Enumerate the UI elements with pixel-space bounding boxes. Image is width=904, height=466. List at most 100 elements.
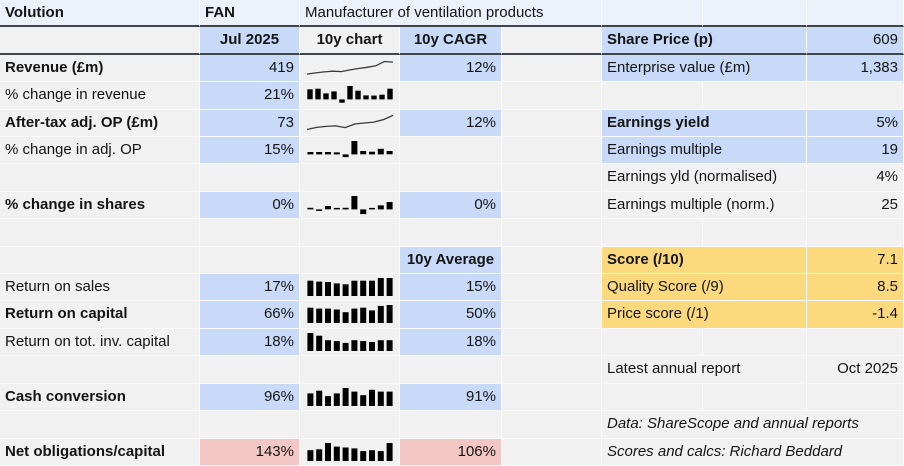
- cell-cash-conversion-value[interactable]: 96%: [200, 383, 300, 412]
- op-sparkline[interactable]: [300, 109, 400, 138]
- empty-cell[interactable]: [502, 301, 602, 329]
- empty-cell[interactable]: [502, 328, 602, 357]
- empty-cell[interactable]: [400, 219, 502, 247]
- empty-cell[interactable]: [502, 274, 602, 302]
- empty-cell[interactable]: [0, 27, 200, 55]
- cell-share-price-value[interactable]: 609: [807, 27, 904, 55]
- cell-company-description[interactable]: Manufacturer of ventilation products: [300, 0, 602, 28]
- cell-earnings-multiple-norm-label[interactable]: Earnings multiple (norm.): [602, 191, 807, 220]
- cell-return-on-capital-label[interactable]: Return on capital: [0, 301, 200, 329]
- cell-net-obligations-label[interactable]: Net obligations/capital: [0, 438, 200, 466]
- cell-return-on-tic-average[interactable]: 18%: [400, 328, 502, 357]
- return-on-tic-barchart[interactable]: [300, 328, 400, 357]
- empty-cell[interactable]: [0, 411, 200, 439]
- empty-cell[interactable]: [502, 356, 602, 384]
- empty-cell[interactable]: [807, 0, 904, 28]
- empty-cell[interactable]: [300, 356, 400, 384]
- cell-return-on-sales-average[interactable]: 15%: [400, 274, 502, 302]
- cell-return-on-tic-label[interactable]: Return on tot. inv. capital: [0, 328, 200, 357]
- empty-cell[interactable]: [703, 328, 807, 357]
- cell-enterprise-value-label[interactable]: Enterprise value (£m): [602, 54, 807, 83]
- empty-cell[interactable]: [807, 383, 904, 412]
- empty-cell[interactable]: [807, 328, 904, 357]
- cell-earnings-yld-normalised-value[interactable]: 4%: [807, 164, 904, 192]
- cell-return-on-sales-value[interactable]: 17%: [200, 274, 300, 302]
- cell-latest-annual-report-value[interactable]: Oct 2025: [807, 356, 904, 384]
- cell-shares-change-cagr[interactable]: 0%: [400, 191, 502, 220]
- cell-return-on-capital-average[interactable]: 50%: [400, 301, 502, 329]
- cell-earnings-multiple-norm-value[interactable]: 25: [807, 191, 904, 220]
- cell-earnings-yield-value[interactable]: 5%: [807, 109, 904, 138]
- cell-revenue-change-label[interactable]: % change in revenue: [0, 82, 200, 110]
- column-header-period[interactable]: Jul 2025: [200, 27, 300, 55]
- cell-price-score-value[interactable]: -1.4: [807, 301, 904, 329]
- cell-data-source-note[interactable]: Data: ShareScope and annual reports: [602, 411, 904, 439]
- cell-author-note[interactable]: Scores and calcs: Richard Beddard: [602, 438, 904, 466]
- empty-cell[interactable]: [0, 219, 200, 247]
- cell-shares-change-value[interactable]: 0%: [200, 191, 300, 220]
- empty-cell[interactable]: [0, 164, 200, 192]
- cell-net-obligations-value[interactable]: 143%: [200, 438, 300, 466]
- cell-revenue-change-value[interactable]: 21%: [200, 82, 300, 110]
- empty-cell[interactable]: [200, 246, 300, 275]
- empty-cell[interactable]: [502, 191, 602, 220]
- empty-cell[interactable]: [703, 82, 807, 110]
- return-on-capital-barchart[interactable]: [300, 301, 400, 329]
- empty-cell[interactable]: [807, 219, 904, 247]
- empty-cell[interactable]: [602, 0, 703, 28]
- cell-earnings-yield-label[interactable]: Earnings yield: [602, 109, 807, 138]
- cell-score-value[interactable]: 7.1: [807, 246, 904, 275]
- cell-op-change-label[interactable]: % change in adj. OP: [0, 137, 200, 165]
- empty-cell[interactable]: [300, 411, 400, 439]
- empty-cell[interactable]: [0, 246, 200, 275]
- cell-shares-change-label[interactable]: % change in shares: [0, 191, 200, 220]
- shares-change-barchart[interactable]: [300, 191, 400, 220]
- empty-cell[interactable]: [200, 164, 300, 192]
- net-obligations-barchart[interactable]: [300, 438, 400, 466]
- cell-return-on-sales-label[interactable]: Return on sales: [0, 274, 200, 302]
- column-header-10y-chart[interactable]: 10y chart: [300, 27, 400, 55]
- cell-revenue-cagr[interactable]: 12%: [400, 54, 502, 83]
- cell-share-price-label[interactable]: Share Price (p): [602, 27, 807, 55]
- empty-cell[interactable]: [703, 383, 807, 412]
- cell-revenue-value[interactable]: 419: [200, 54, 300, 83]
- empty-cell[interactable]: [502, 438, 602, 466]
- cell-price-score-label[interactable]: Price score (/1): [602, 301, 807, 329]
- empty-cell[interactable]: [502, 109, 602, 138]
- empty-cell[interactable]: [502, 246, 602, 275]
- empty-cell[interactable]: [502, 27, 602, 55]
- empty-cell[interactable]: [400, 137, 502, 165]
- empty-cell[interactable]: [300, 219, 400, 247]
- empty-cell[interactable]: [0, 356, 200, 384]
- empty-cell[interactable]: [502, 383, 602, 412]
- empty-cell[interactable]: [502, 54, 602, 83]
- cell-op-value[interactable]: 73: [200, 109, 300, 138]
- cell-cash-conversion-label[interactable]: Cash conversion: [0, 383, 200, 412]
- revenue-sparkline[interactable]: [300, 54, 400, 83]
- empty-cell[interactable]: [602, 383, 703, 412]
- empty-cell[interactable]: [602, 82, 703, 110]
- empty-cell[interactable]: [602, 219, 703, 247]
- cell-op-label[interactable]: After-tax adj. OP (£m): [0, 109, 200, 138]
- empty-cell[interactable]: [703, 219, 807, 247]
- cell-quality-score-label[interactable]: Quality Score (/9): [602, 274, 807, 302]
- empty-cell[interactable]: [200, 356, 300, 384]
- cell-quality-score-value[interactable]: 8.5: [807, 274, 904, 302]
- column-header-10y-average[interactable]: 10y Average: [400, 246, 502, 275]
- cell-return-on-tic-value[interactable]: 18%: [200, 328, 300, 357]
- cell-cash-conversion-average[interactable]: 91%: [400, 383, 502, 412]
- cell-company-name[interactable]: Volution: [0, 0, 200, 28]
- empty-cell[interactable]: [200, 411, 300, 439]
- empty-cell[interactable]: [300, 164, 400, 192]
- column-header-10y-cagr[interactable]: 10y CAGR: [400, 27, 502, 55]
- empty-cell[interactable]: [200, 219, 300, 247]
- empty-cell[interactable]: [400, 82, 502, 110]
- empty-cell[interactable]: [300, 246, 400, 275]
- revenue-change-barchart[interactable]: [300, 82, 400, 110]
- empty-cell[interactable]: [502, 411, 602, 439]
- op-change-barchart[interactable]: [300, 137, 400, 165]
- cell-enterprise-value-value[interactable]: 1,383: [807, 54, 904, 83]
- empty-cell[interactable]: [602, 328, 703, 357]
- empty-cell[interactable]: [703, 0, 807, 28]
- empty-cell[interactable]: [400, 164, 502, 192]
